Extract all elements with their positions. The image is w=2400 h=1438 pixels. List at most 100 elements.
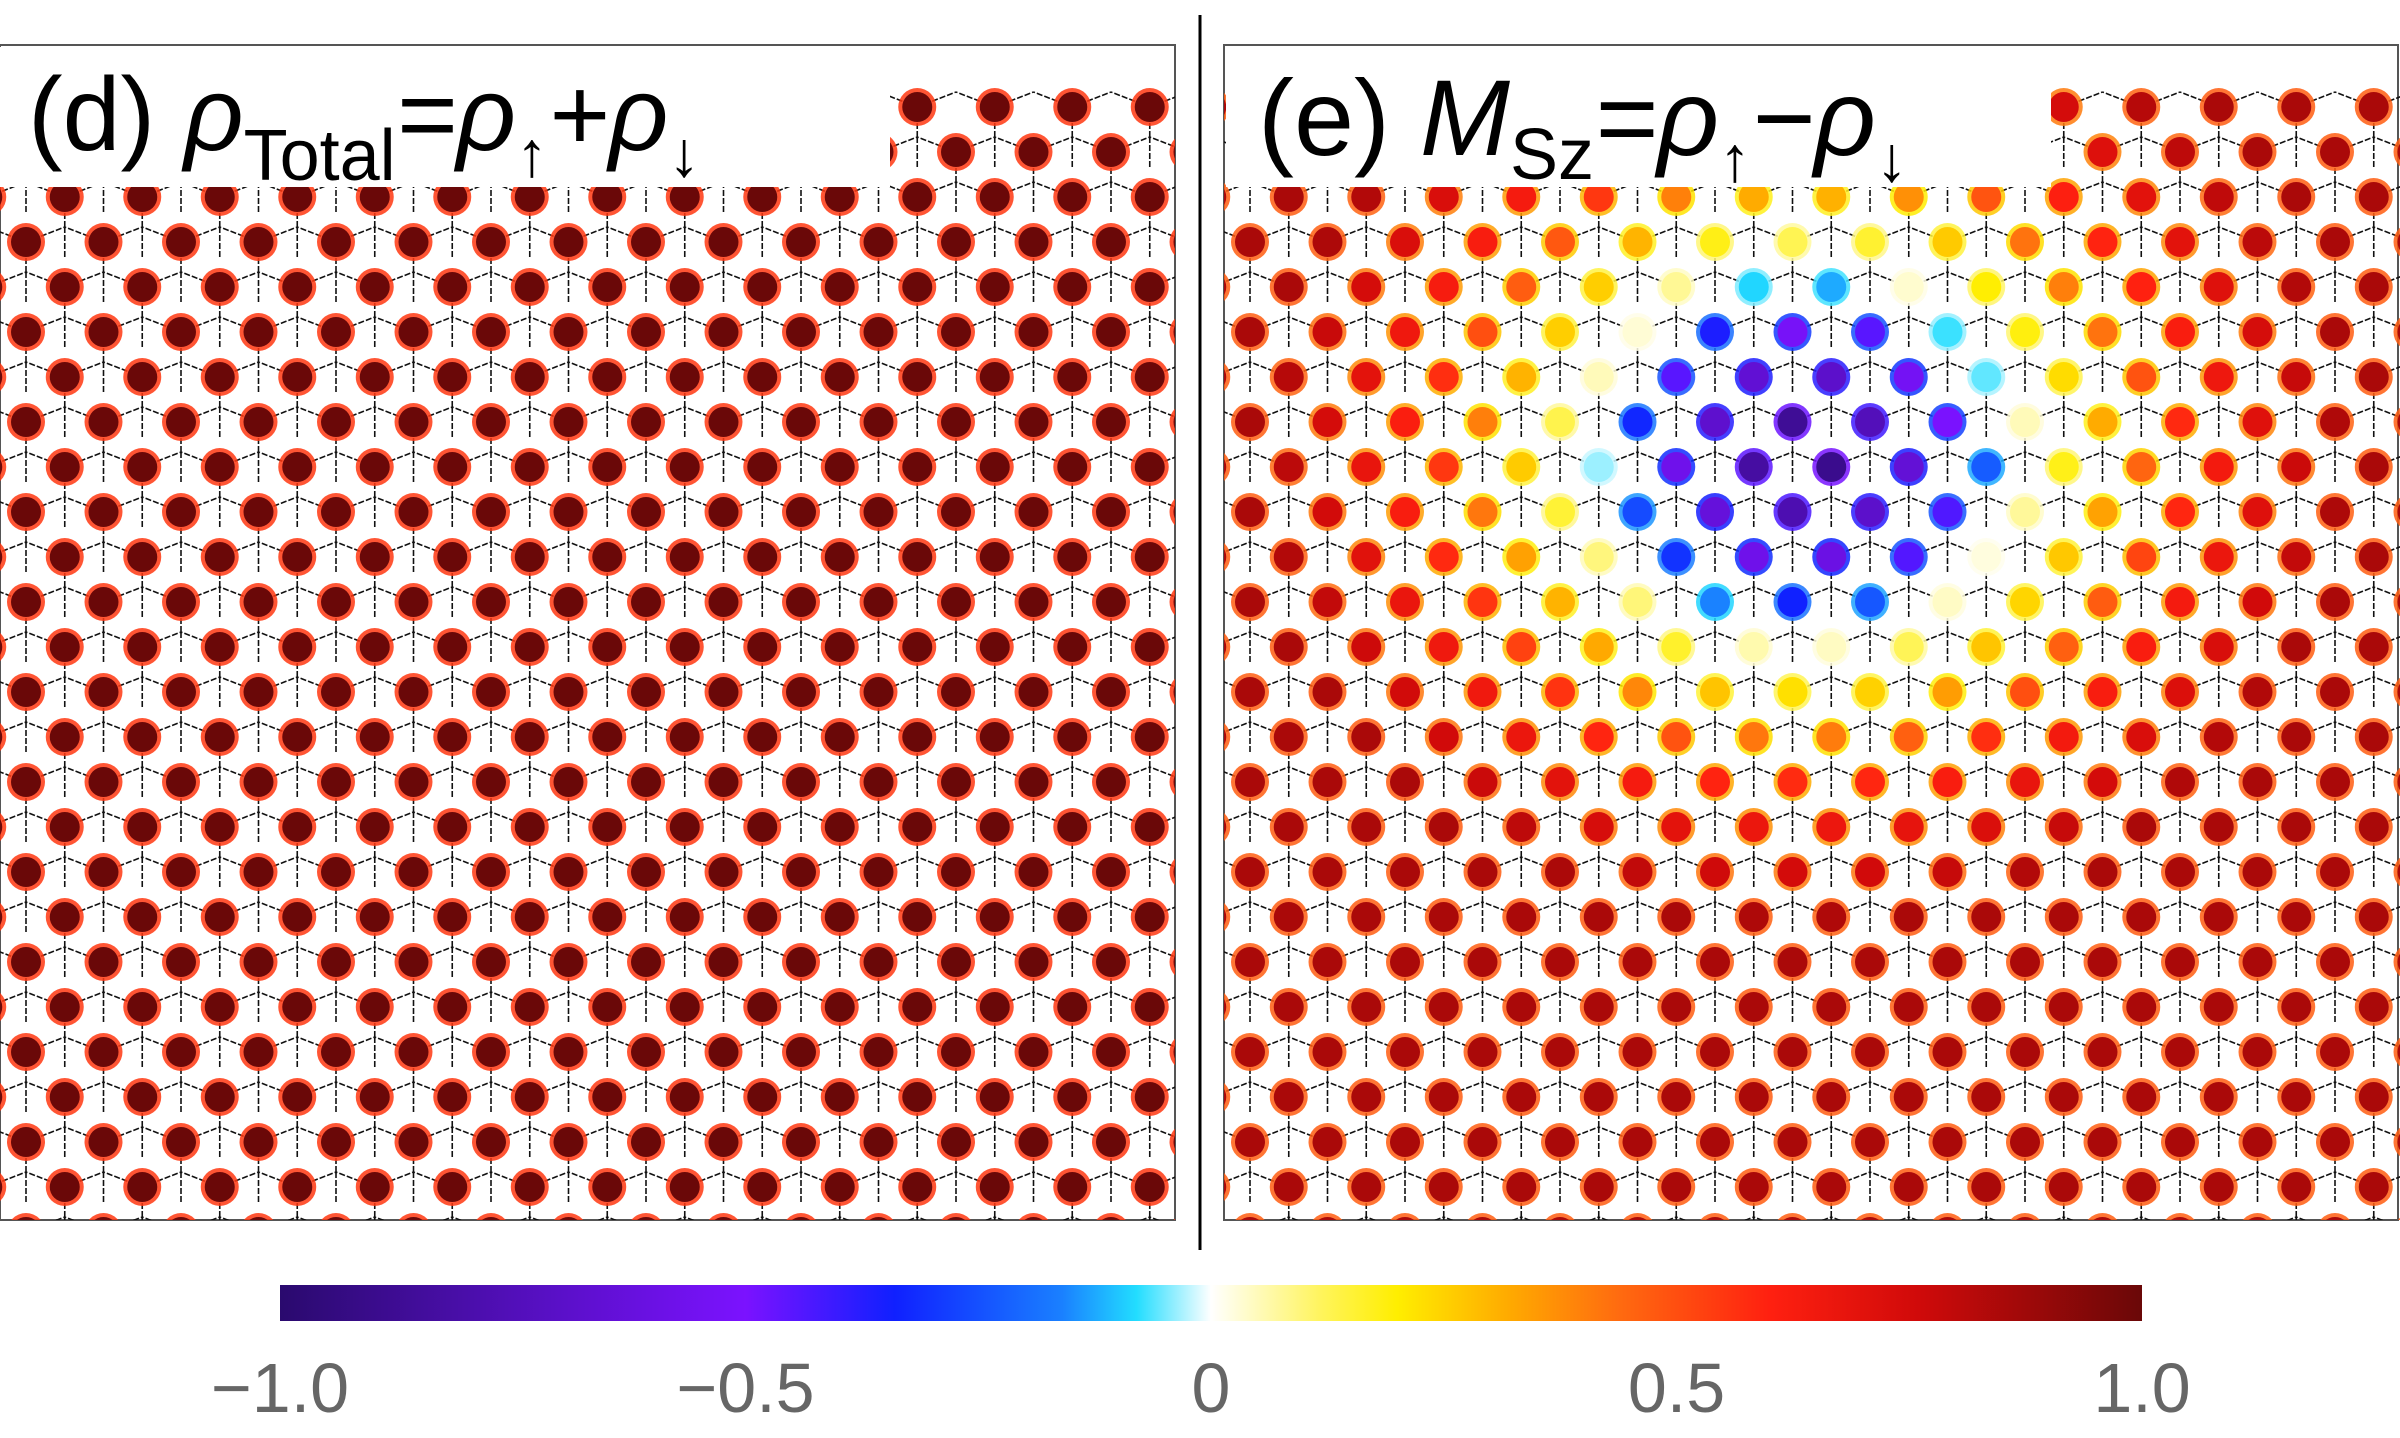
lattice-site (2087, 767, 2118, 797)
lattice-site (1816, 632, 1847, 662)
lattice-site (1583, 542, 1614, 572)
panel-d-label-arrow-down: ↓ (668, 118, 700, 190)
lattice-site (2126, 1172, 2157, 1202)
lattice-site (2397, 1043, 2400, 1061)
lattice-site (1545, 407, 1575, 437)
lattice-site (1428, 272, 1459, 302)
lattice-site (1390, 1127, 1420, 1157)
lattice-site (437, 272, 468, 302)
lattice-site (1861, 1217, 1879, 1220)
lattice-site (321, 677, 351, 707)
lattice-site (127, 362, 158, 392)
lattice-site (2165, 587, 2195, 617)
lattice-site (1235, 857, 1265, 887)
lattice-site (1273, 812, 1304, 842)
lattice-site (1057, 812, 1088, 842)
lattice-site (669, 362, 700, 392)
lattice-site (1018, 317, 1049, 347)
lattice-site (592, 902, 623, 932)
lattice-site-halo (2242, 1213, 2273, 1220)
lattice-site (553, 407, 584, 437)
lattice-site (863, 1037, 894, 1067)
lattice-site (1351, 812, 1382, 842)
lattice-site (2242, 497, 2273, 527)
lattice-site (1096, 497, 1126, 527)
lattice-site (1390, 1037, 1420, 1067)
lattice-site (1700, 1127, 1730, 1157)
lattice-site (1700, 497, 1730, 527)
lattice-site (1096, 1037, 1126, 1067)
lattice-site (2281, 992, 2312, 1022)
lattice-site (204, 632, 235, 662)
lattice-site (2397, 323, 2400, 341)
lattice-site (786, 587, 816, 617)
lattice-site (631, 767, 661, 797)
lattice-site (2203, 272, 2234, 302)
lattice-site (1018, 587, 1049, 617)
lattice-site (1173, 235, 1175, 249)
lattice-site (1134, 992, 1165, 1022)
lattice-site (553, 947, 584, 977)
lattice-site-halo (476, 1213, 506, 1220)
lattice-site (88, 587, 119, 617)
lattice-site (863, 407, 894, 437)
lattice-site (1506, 1172, 1537, 1202)
lattice-site (49, 272, 80, 302)
lattice-site (1506, 632, 1537, 662)
lattice-site (1622, 317, 1653, 347)
lattice-site (2358, 452, 2389, 482)
lattice-site-halo (708, 1213, 739, 1220)
lattice-site (2397, 863, 2400, 881)
lattice-site (1893, 182, 1924, 212)
lattice-site (1057, 722, 1088, 752)
lattice-site (631, 1127, 661, 1157)
lattice-site (11, 317, 41, 347)
lattice-site (669, 632, 700, 662)
lattice-site (824, 182, 855, 212)
lattice-site (476, 497, 506, 527)
lattice-site (2203, 182, 2234, 212)
lattice-site (2320, 587, 2350, 617)
lattice-site (1018, 857, 1049, 887)
lattice-site (1134, 812, 1165, 842)
lattice-site (824, 992, 855, 1022)
lattice-site-halo (0, 812, 7, 842)
lattice-site (2165, 227, 2195, 257)
lattice-site (127, 632, 158, 662)
lattice-site (1312, 407, 1343, 437)
lattice-site (1057, 452, 1088, 482)
lattice-site (2048, 722, 2079, 752)
lattice-site-halo (1169, 498, 1175, 526)
lattice-site (0, 549, 3, 565)
lattice-site (1661, 1172, 1692, 1202)
lattice-site (1428, 452, 1459, 482)
lattice-site (559, 1217, 578, 1220)
lattice-site (669, 722, 700, 752)
lattice-site (2048, 452, 2079, 482)
lattice-site (88, 947, 119, 977)
lattice-site (398, 587, 429, 617)
lattice-site (2165, 947, 2195, 977)
lattice-site-halo (1932, 1213, 1963, 1220)
lattice-site (786, 857, 816, 887)
lattice-site (282, 542, 313, 572)
lattice-site (2087, 1037, 2118, 1067)
lattice-site (204, 452, 235, 482)
lattice-site (2165, 857, 2195, 887)
lattice-site (1622, 587, 1653, 617)
lattice-site (166, 587, 196, 617)
lattice-site (786, 1127, 816, 1157)
lattice-site (204, 1172, 235, 1202)
lattice-site (2165, 1037, 2195, 1067)
lattice-site (1241, 1217, 1259, 1220)
lattice-site (1855, 407, 1885, 437)
lattice-site (2320, 857, 2350, 887)
lattice-site (979, 452, 1010, 482)
panel-e-label-operator: −ρ (1751, 57, 1876, 178)
panel-d: (d) ρTotal=ρ↑+ρ↓ (0, 44, 1176, 1221)
lattice-site-halo (553, 1213, 584, 1220)
lattice-site (1096, 587, 1126, 617)
lattice-site (204, 992, 235, 1022)
lattice-site (282, 632, 313, 662)
lattice-site (1467, 587, 1498, 617)
